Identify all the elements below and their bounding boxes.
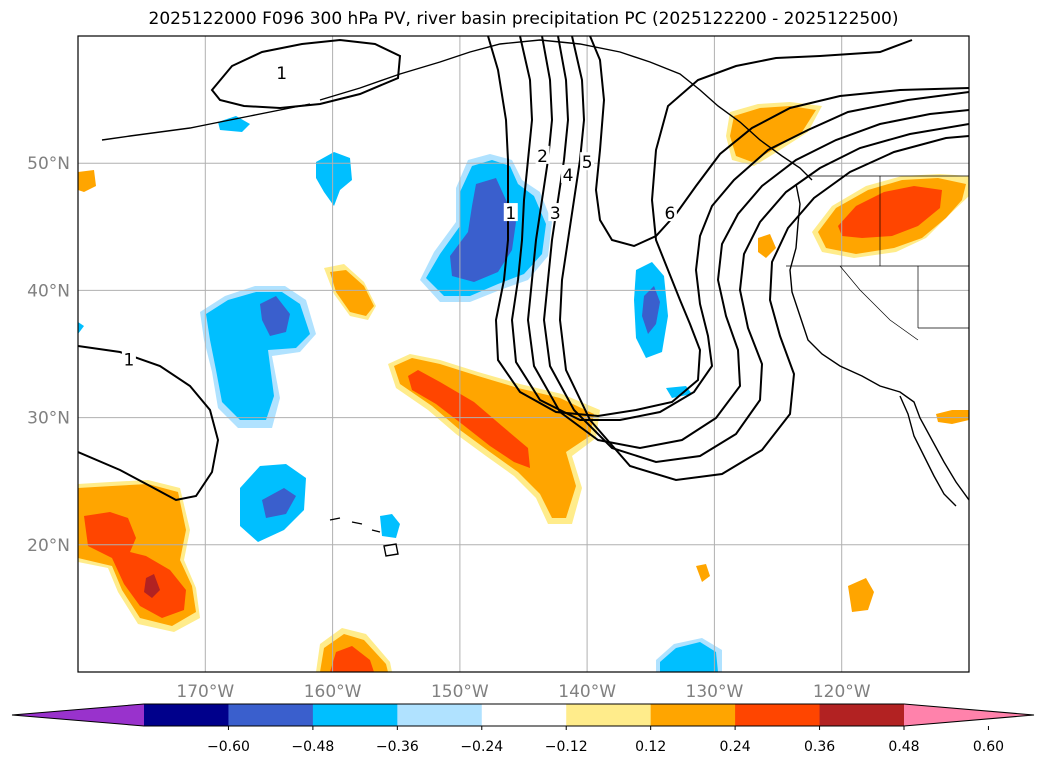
pv-contour-label: 4 [563,166,574,186]
lat-tick-label: 40°N [27,281,70,301]
latitude-axis: 20°N 30°N 40°N 50°N [27,154,70,556]
colorbar-cell [144,704,229,726]
colorbar-tick-label: 0.24 [720,739,751,755]
lat-tick-label: 30°N [27,409,70,429]
colorbar-cell [566,704,652,726]
colorbar-cell [650,704,736,726]
colorbar-extend-low [12,704,144,726]
map-title: 2025122000 F096 300 hPa PV, river basin … [148,9,899,29]
colorbar-cell [481,704,567,726]
lon-tick-label: 120°W [813,682,871,702]
colorbar-tick-label: −0.12 [545,739,588,755]
longitude-axis: 170°W 160°W 150°W 140°W 130°W 120°W [176,682,870,702]
pv-contour-label: 3 [550,204,561,224]
pv-contour-2 [510,36,969,421]
pv-contour-label: 1 [505,204,516,224]
pv-contour-label: 1 [276,64,287,84]
alaska-coast [319,39,813,181]
colorbar-cell [228,704,314,726]
colorbar-cell [312,704,398,726]
colorbar-tick-label: −0.48 [291,739,334,755]
state-borders [786,175,969,341]
lat-tick-label: 50°N [27,154,70,174]
contour-label-bg [561,164,576,183]
coastlines [101,39,969,557]
lon-tick-label: 160°W [304,682,362,702]
colorbar-tick-label: 0.36 [804,739,835,755]
lon-tick-label: 140°W [558,682,616,702]
pv-contour-label: 1 [124,350,135,370]
contour-label-bg [548,203,563,222]
pv-contour-label: 6 [664,204,675,224]
pv-contour-labels: 1 1 1 2 345 6 [121,63,677,370]
colorbar-tick-label: 0.60 [973,739,1004,755]
pv-contour-label: 2 [537,147,548,167]
pv-contour-5 [558,36,969,482]
lat-tick-label: 20°N [27,536,70,556]
pv-contour-3 [526,36,969,450]
baja-california [899,395,957,507]
colorbar-cell [397,704,483,726]
pv-contours [78,36,969,502]
colorbar-cell [735,704,820,726]
colorbar-tick-label: −0.24 [460,739,503,755]
pv-contour-4 [542,36,969,464]
lon-tick-label: 150°W [431,682,489,702]
colorbar-tick-label: −0.60 [207,739,250,755]
hawaii-islands [329,517,399,557]
contour-label-bg [535,145,550,164]
colorbar-tick-label: 0.48 [888,739,919,755]
pv-contour-1 [487,36,913,418]
aleutian-islands [101,103,311,141]
colorbar-tick-label: −0.36 [376,739,419,755]
colorbar: −0.60 −0.48 −0.36 −0.24 −0.12 0.12 0.24 0.36 0.4… [11,703,1035,755]
lon-tick-label: 130°W [686,682,744,702]
pv-contour-1-southwest [78,345,220,502]
contour-label-bg [580,152,595,171]
pv-contour-label: 5 [582,153,593,173]
colorbar-extend-high [904,704,1034,726]
graticule [78,36,969,672]
pv-contour-6 [589,36,969,248]
contour-label-bg [662,203,677,222]
contour-label-bg [274,63,289,82]
map-panel: 1 1 1 2 345 6 [77,35,970,673]
map-frame [77,35,970,673]
north-america-west-coast [789,183,969,501]
lon-tick-label: 170°W [176,682,234,702]
colorbar-cell [819,704,905,726]
colorbar-outline [11,703,1035,727]
colorbar-tick-label: 0.12 [635,739,666,755]
contour-label-bg [121,349,136,368]
contour-label-bg [503,203,518,222]
pv-contour-1-north [210,38,402,110]
